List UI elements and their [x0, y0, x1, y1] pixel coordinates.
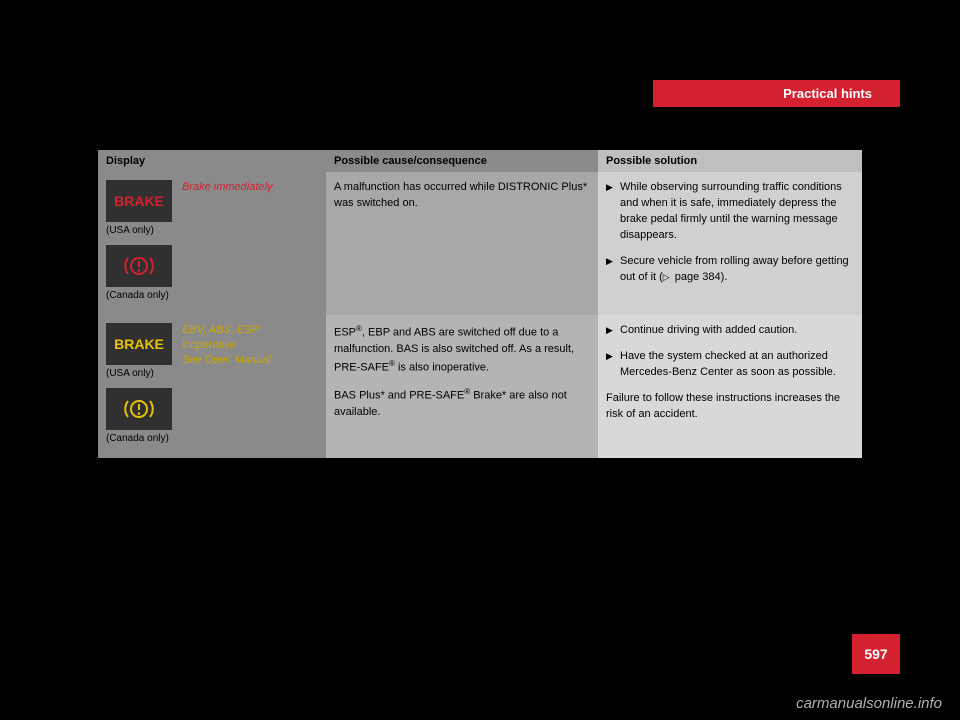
page-number: 597	[852, 634, 900, 674]
solution-item: Have the system checked at an authorized…	[606, 349, 854, 381]
region-label-canada: (Canada only)	[106, 432, 172, 447]
solution-item: Secure vehicle from rolling away before …	[606, 254, 854, 286]
col-header-solution: Possible solution	[598, 150, 862, 172]
region-label-canada: (Canada only)	[106, 289, 172, 304]
display-message: EBV, ABS, ESP inoperative See Oper. Manu…	[182, 323, 271, 450]
cause-text: A malfunction has occurred while DISTRON…	[326, 172, 598, 315]
col-header-display: Display	[98, 150, 326, 172]
region-label-usa: (USA only)	[106, 367, 172, 382]
cause-text: ESP®, EBP and ABS are switched off due t…	[326, 315, 598, 458]
display-message: Brake immediately	[182, 180, 272, 307]
brake-circle-icon	[106, 388, 172, 430]
brake-warning-icon: BRAKE	[106, 323, 172, 365]
warning-table: Display Possible cause/consequence Possi…	[98, 150, 862, 458]
table-row: BRAKE (USA only) (Cana	[98, 172, 862, 315]
brake-warning-icon: BRAKE	[106, 180, 172, 222]
brake-circle-icon	[106, 245, 172, 287]
section-header-tab: Practical hints	[653, 80, 900, 107]
watermark: carmanualsonline.info	[796, 695, 942, 712]
page-ref-icon	[663, 271, 672, 283]
failure-note: Failure to follow these instructions inc…	[606, 391, 854, 423]
solution-item: Continue driving with added caution.	[606, 323, 854, 339]
region-label-usa: (USA only)	[106, 224, 172, 239]
col-header-cause: Possible cause/consequence	[326, 150, 598, 172]
solution-list: While observing surrounding traffic cond…	[606, 180, 854, 286]
solution-item: While observing surrounding traffic cond…	[606, 180, 854, 244]
solution-list: Continue driving with added caution. Hav…	[606, 323, 854, 381]
table-row: BRAKE (USA only) (Cana	[98, 315, 862, 458]
